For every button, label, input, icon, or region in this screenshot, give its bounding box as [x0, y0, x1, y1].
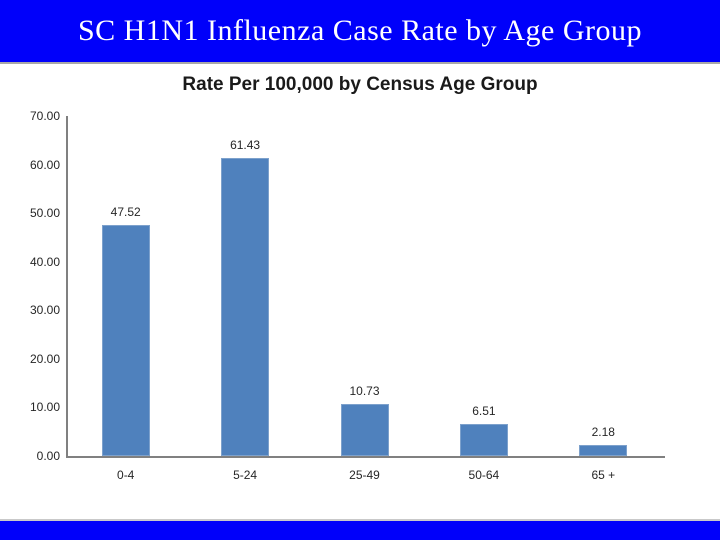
- bar: [459, 424, 508, 456]
- y-axis-tick-label: 40.00: [29, 254, 60, 269]
- bar-value-label: 61.43: [230, 138, 261, 152]
- x-axis-category-label: 5-24: [233, 468, 258, 482]
- bar: [221, 158, 270, 456]
- y-axis-tick-label: 70.00: [29, 109, 60, 123]
- plot-area: [66, 116, 665, 458]
- x-axis-category-label: 0-4: [117, 468, 135, 482]
- y-axis-tick-label: 60.00: [29, 157, 60, 172]
- y-axis-tick-label: 30.00: [29, 303, 60, 318]
- bar: [579, 445, 628, 456]
- x-axis-category-label: 50-64: [468, 468, 500, 482]
- y-axis-tick-label: 20.00: [29, 351, 60, 366]
- y-axis-tick-label: 0.00: [36, 449, 60, 463]
- bar-value-label: 2.18: [591, 425, 615, 439]
- bar-value-label: 47.52: [110, 205, 141, 219]
- x-axis-category-label: 25-49: [349, 468, 380, 482]
- bar: [340, 404, 389, 456]
- chart-title: Rate Per 100,000 by Census Age Group: [182, 74, 538, 95]
- y-axis-tick-label: 50.00: [29, 206, 60, 221]
- bar: [101, 225, 150, 456]
- x-axis-category-label: 65 +: [591, 468, 616, 482]
- bar-value-label: 10.73: [349, 384, 380, 398]
- footer-banner: [0, 519, 720, 540]
- bar-value-label: 6.51: [472, 404, 496, 418]
- title-banner: SC H1N1 Influenza Case Rate by Age Group: [0, 0, 720, 64]
- slide-title: SC H1N1 Influenza Case Rate by Age Group: [77, 14, 643, 47]
- y-axis-tick-label: 10.00: [29, 400, 60, 415]
